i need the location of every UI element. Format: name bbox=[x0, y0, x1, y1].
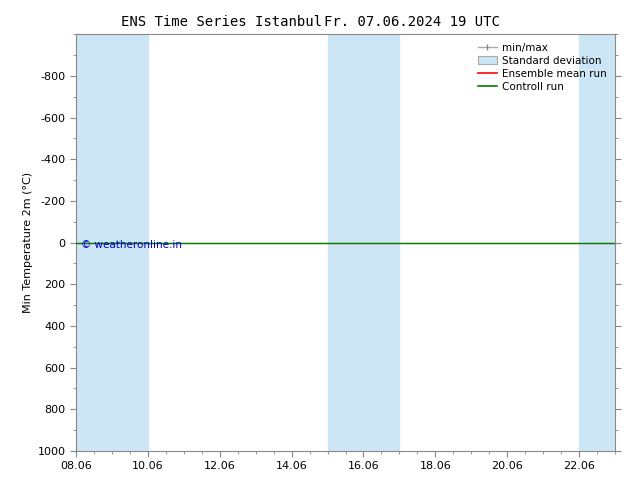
Bar bbox=[579, 34, 615, 451]
Legend: min/max, Standard deviation, Ensemble mean run, Controll run: min/max, Standard deviation, Ensemble me… bbox=[475, 40, 610, 95]
Bar bbox=[76, 34, 112, 451]
Text: Fr. 07.06.2024 19 UTC: Fr. 07.06.2024 19 UTC bbox=[324, 15, 500, 29]
Text: ENS Time Series Istanbul: ENS Time Series Istanbul bbox=[121, 15, 323, 29]
Y-axis label: Min Temperature 2m (°C): Min Temperature 2m (°C) bbox=[23, 172, 34, 313]
Bar bbox=[112, 34, 148, 451]
Bar bbox=[363, 34, 399, 451]
Text: © weatheronline.in: © weatheronline.in bbox=[81, 241, 183, 250]
Bar bbox=[328, 34, 363, 451]
